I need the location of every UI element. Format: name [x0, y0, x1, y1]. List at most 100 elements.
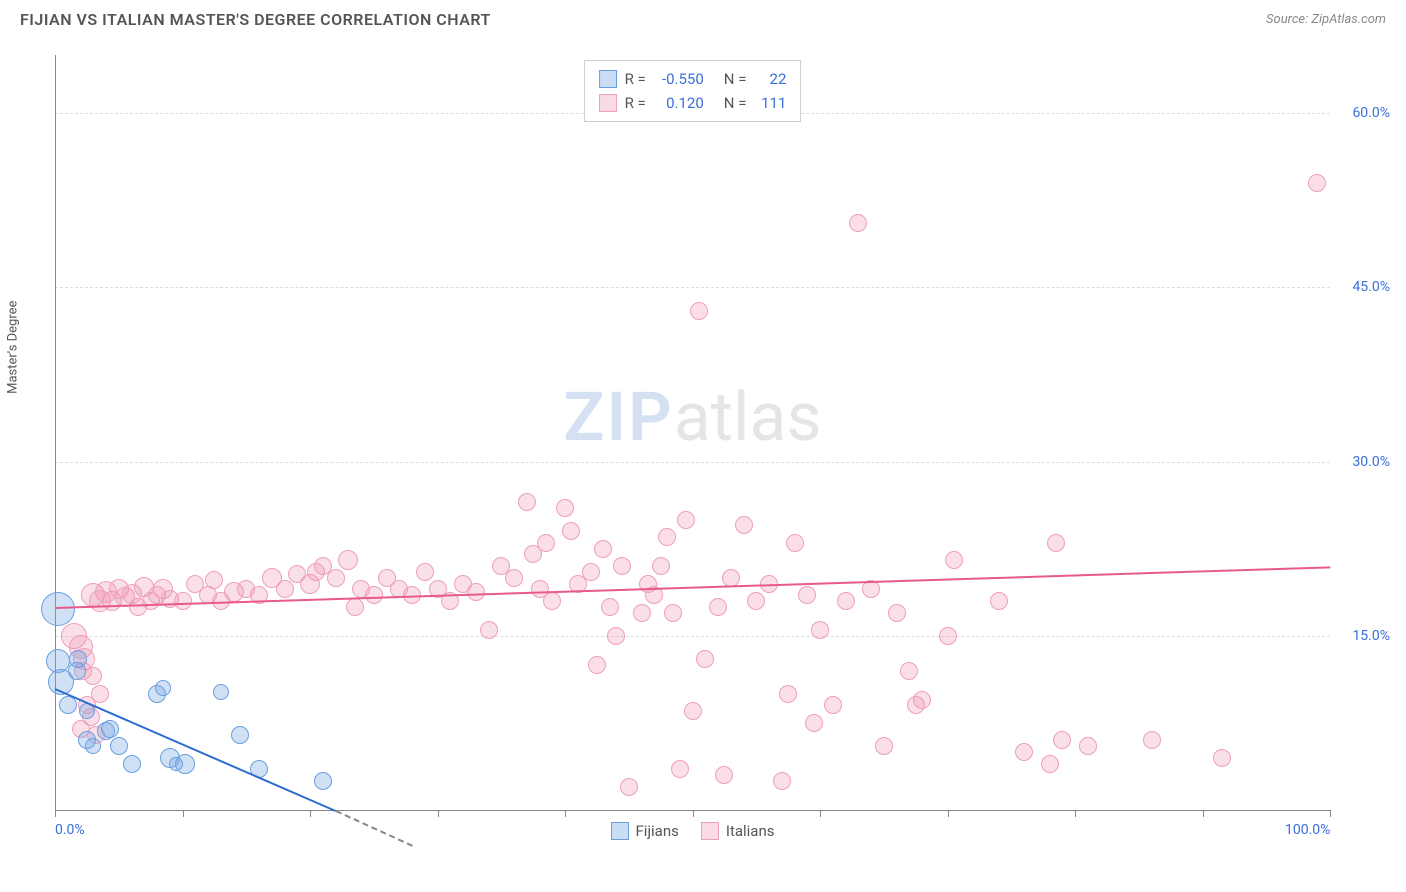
data-point-italian — [518, 493, 536, 511]
data-point-fijian — [85, 738, 101, 754]
data-point-italian — [480, 621, 498, 639]
data-point-italian — [907, 696, 925, 714]
data-point-italian — [205, 571, 223, 589]
data-point-italian — [467, 583, 485, 601]
data-point-italian — [786, 534, 804, 552]
legend-bottom: Fijians Italians — [611, 822, 775, 840]
data-point-italian — [601, 598, 619, 616]
legend-swatch-pink — [701, 822, 719, 840]
data-point-fijian — [155, 680, 171, 696]
data-point-italian — [709, 598, 727, 616]
x-tick — [1075, 810, 1076, 817]
data-point-italian — [773, 772, 791, 790]
data-point-fijian — [101, 720, 119, 738]
data-point-italian — [1213, 749, 1231, 767]
data-point-italian — [945, 551, 963, 569]
legend-n-value: 22 — [754, 67, 786, 91]
data-point-italian — [837, 592, 855, 610]
legend-swatch-blue — [599, 70, 617, 88]
plot-area: 15.0%30.0%45.0%60.0%0.0%100.0% — [55, 55, 1330, 810]
y-tick-label: 45.0% — [1352, 279, 1390, 295]
data-point-italian — [1047, 534, 1065, 552]
legend-bottom-item: Fijians — [611, 822, 679, 840]
data-point-fijian — [59, 696, 77, 714]
data-point-italian — [779, 685, 797, 703]
data-point-italian — [174, 592, 192, 610]
data-point-italian — [652, 557, 670, 575]
data-point-italian — [1015, 743, 1033, 761]
legend-top-row: R = -0.550 N = 22 — [599, 67, 787, 91]
x-tick-label: 0.0% — [55, 822, 85, 838]
data-point-italian — [562, 522, 580, 540]
legend-n-value: 111 — [754, 91, 786, 115]
data-point-italian — [747, 592, 765, 610]
x-tick — [310, 810, 311, 817]
data-point-fijian — [169, 757, 183, 771]
data-point-italian — [1041, 755, 1059, 773]
x-tick — [948, 810, 949, 817]
data-point-italian — [677, 511, 695, 529]
data-point-italian — [664, 604, 682, 622]
data-point-italian — [556, 499, 574, 517]
data-point-fijian — [69, 650, 87, 668]
data-point-fijian — [213, 684, 229, 700]
x-tick — [55, 810, 56, 817]
data-point-italian — [543, 592, 561, 610]
data-point-italian — [671, 760, 689, 778]
data-point-italian — [607, 627, 625, 645]
x-tick — [693, 810, 694, 817]
data-point-italian — [798, 586, 816, 604]
data-point-italian — [658, 528, 676, 546]
data-point-italian — [365, 586, 383, 604]
data-point-italian — [715, 766, 733, 784]
y-axis — [55, 55, 56, 810]
data-point-italian — [582, 563, 600, 581]
x-tick — [565, 810, 566, 817]
chart-title: FIJIAN VS ITALIAN MASTER'S DEGREE CORREL… — [20, 10, 491, 29]
data-point-italian — [811, 621, 829, 639]
legend-series-label: Italians — [726, 822, 775, 840]
data-point-fijian — [231, 726, 249, 744]
data-point-italian — [537, 534, 555, 552]
data-point-fijian — [123, 755, 141, 773]
legend-r-value: 0.120 — [654, 91, 704, 115]
legend-swatch-blue — [611, 822, 629, 840]
legend-n-label: N = — [724, 91, 747, 115]
data-point-fijian — [41, 592, 75, 626]
data-point-italian — [594, 540, 612, 558]
data-point-italian — [990, 592, 1008, 610]
data-point-fijian — [110, 737, 128, 755]
legend-n-label: N = — [724, 67, 747, 91]
legend-bottom-item: Italians — [701, 822, 775, 840]
data-point-italian — [327, 569, 345, 587]
data-point-italian — [416, 563, 434, 581]
data-point-italian — [735, 516, 753, 534]
data-point-italian — [505, 569, 523, 587]
data-point-italian — [849, 214, 867, 232]
data-point-italian — [690, 302, 708, 320]
x-tick — [1203, 810, 1204, 817]
data-point-italian — [633, 604, 651, 622]
legend-r-label: R = — [625, 67, 646, 91]
gridline — [55, 636, 1330, 637]
y-axis-label: Master's Degree — [6, 300, 21, 393]
source-label: Source: ZipAtlas.com — [1266, 12, 1386, 27]
data-point-italian — [588, 656, 606, 674]
x-tick — [183, 810, 184, 817]
x-tick-label: 100.0% — [1285, 822, 1330, 838]
data-point-italian — [276, 580, 294, 598]
legend-r-value: -0.550 — [654, 67, 704, 91]
data-point-italian — [338, 550, 358, 570]
legend-swatch-pink — [599, 94, 617, 112]
data-point-italian — [696, 650, 714, 668]
data-point-italian — [875, 737, 893, 755]
data-point-italian — [346, 598, 364, 616]
y-tick-label: 30.0% — [1352, 454, 1390, 470]
legend-top-row: R =0.120N =111 — [599, 91, 787, 115]
legend-top: R = -0.550 N = 22R = 0.120 N = 111 — [584, 60, 802, 122]
data-point-italian — [1308, 174, 1326, 192]
data-point-italian — [1053, 731, 1071, 749]
data-point-italian — [620, 778, 638, 796]
gridline — [55, 462, 1330, 463]
data-point-italian — [91, 685, 109, 703]
